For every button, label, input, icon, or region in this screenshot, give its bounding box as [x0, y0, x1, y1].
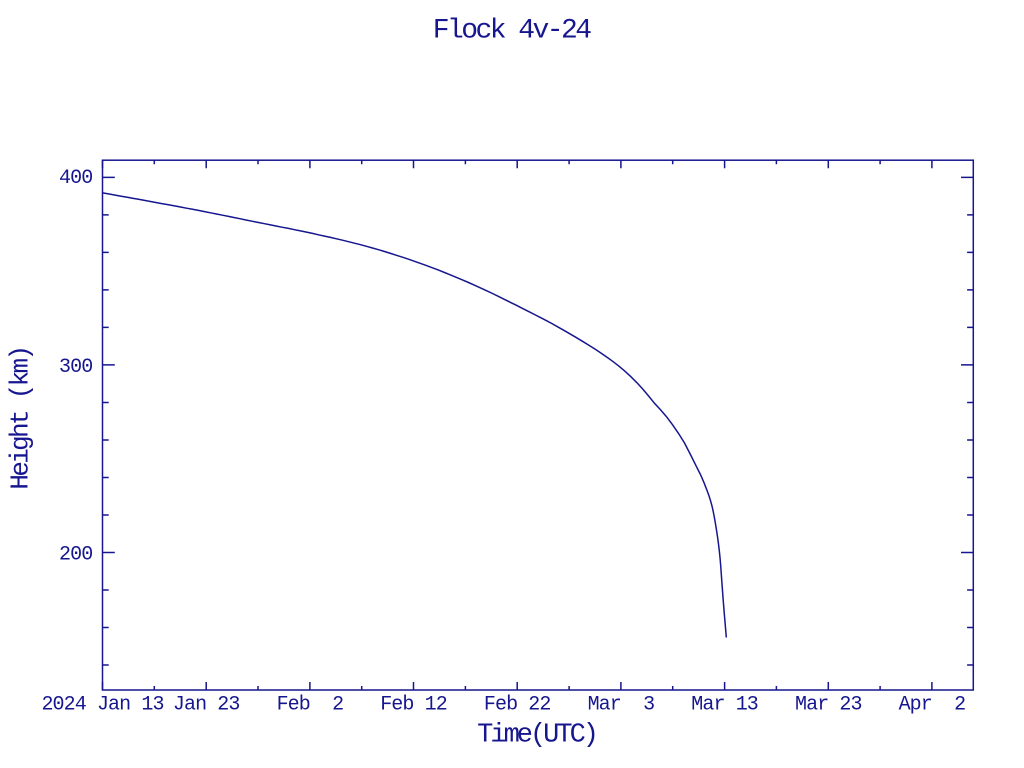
- svg-text:Jan 23: Jan 23: [173, 693, 240, 716]
- svg-text:Feb 2: Feb 2: [277, 693, 344, 716]
- svg-text:Feb 12: Feb 12: [380, 693, 447, 716]
- svg-text:Feb 22: Feb 22: [484, 693, 551, 716]
- svg-text:2024 Jan 13: 2024 Jan 13: [41, 693, 163, 716]
- svg-text:Flock 4v-24: Flock 4v-24: [433, 16, 592, 47]
- svg-text:Time(UTC): Time(UTC): [477, 721, 596, 751]
- svg-text:200: 200: [59, 543, 92, 566]
- svg-text:Mar 13: Mar 13: [691, 693, 758, 716]
- svg-text:Height (km): Height (km): [6, 348, 36, 490]
- svg-text:Mar 23: Mar 23: [795, 693, 862, 716]
- svg-text:Mar 3: Mar 3: [588, 693, 655, 716]
- svg-text:400: 400: [59, 167, 92, 190]
- svg-text:300: 300: [59, 356, 92, 379]
- svg-text:Apr 2: Apr 2: [899, 693, 966, 716]
